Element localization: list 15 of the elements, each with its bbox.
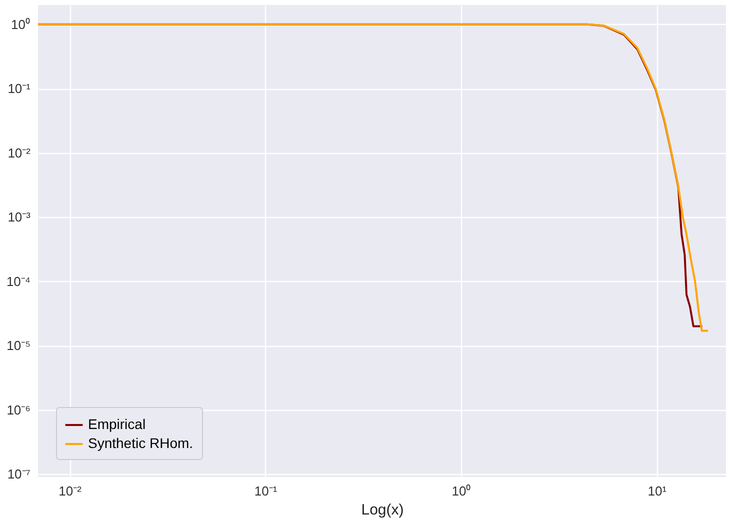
y-tick-label: 10⁻⁵: [6, 338, 30, 354]
legend-label: Synthetic RHom.: [88, 435, 194, 451]
x-axis-title: Log(x): [361, 502, 404, 518]
y-tick-label: 10⁻⁷: [7, 466, 31, 482]
y-tick-label: 10⁻⁴: [6, 274, 30, 289]
legend-label: Empirical: [88, 416, 146, 432]
y-tick-label: 10⁻¹: [8, 81, 32, 96]
x-tick-label: 10¹: [648, 484, 668, 498]
x-tick-label: 10⁰: [452, 484, 472, 498]
x-tick-label: 10⁻¹: [254, 484, 278, 498]
y-tick-label: 10⁻³: [8, 210, 32, 225]
y-tick-label: 10⁻⁶: [6, 402, 30, 418]
y-tick-label: 10⁻²: [8, 145, 32, 160]
x-tick-label: 10⁻²: [58, 484, 82, 498]
y-tick-label: 10⁰: [11, 16, 30, 32]
